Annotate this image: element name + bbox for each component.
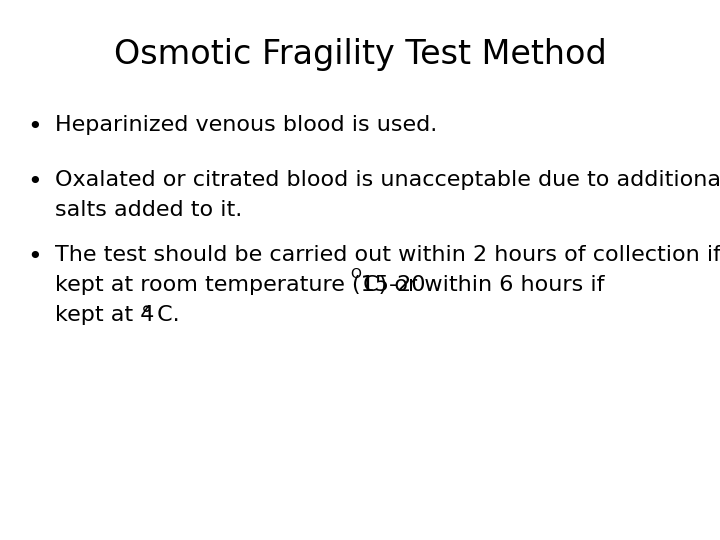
Text: Heparinized venous blood is used.: Heparinized venous blood is used. [55,115,437,135]
Text: kept at 4: kept at 4 [55,305,154,325]
Text: kept at room temperature (15-20: kept at room temperature (15-20 [55,275,426,295]
Text: °: ° [140,305,152,325]
Text: •: • [27,245,42,269]
Text: Osmotic Fragility Test Method: Osmotic Fragility Test Method [114,38,606,71]
Text: Oxalated or citrated blood is unacceptable due to additional: Oxalated or citrated blood is unacceptab… [55,170,720,190]
Text: O: O [350,267,361,281]
Text: salts added to it.: salts added to it. [55,200,242,220]
Text: •: • [27,170,42,194]
Text: The test should be carried out within 2 hours of collection if: The test should be carried out within 2 … [55,245,720,265]
Text: •: • [27,115,42,139]
Text: C.: C. [150,305,180,325]
Text: C) or within 6 hours if: C) or within 6 hours if [356,275,605,295]
